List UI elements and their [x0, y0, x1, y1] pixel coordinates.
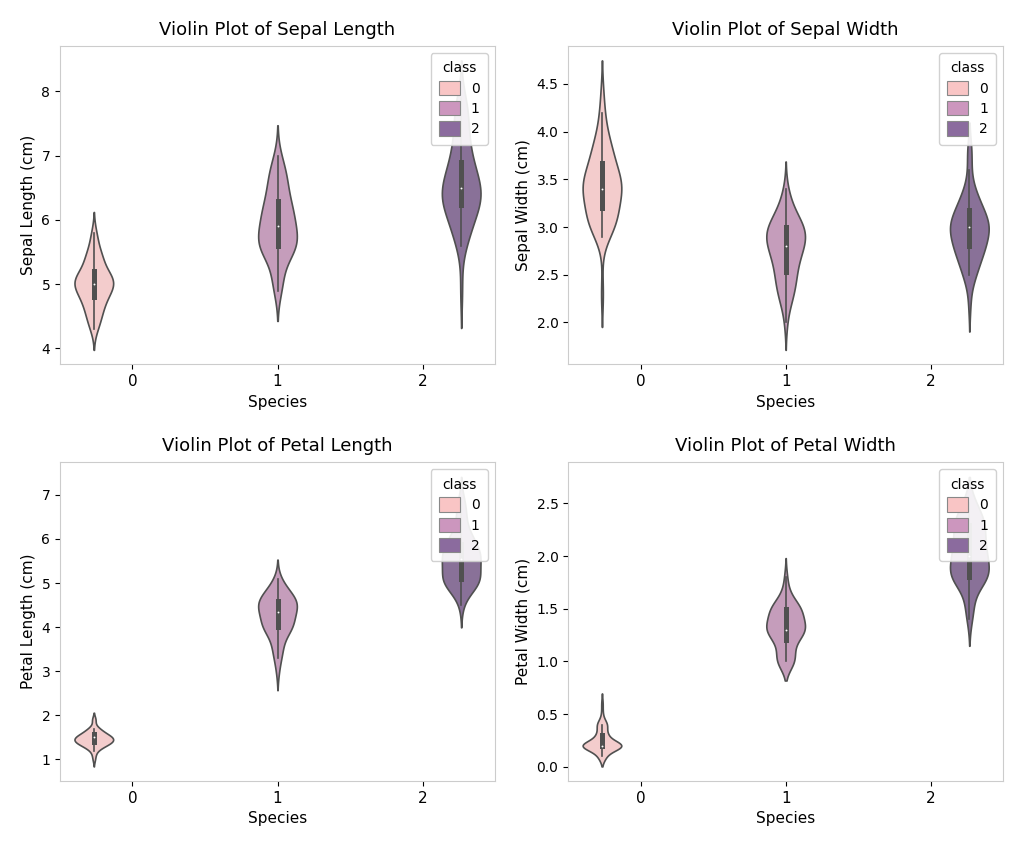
Point	[453, 181, 469, 195]
Title: Violin Plot of Sepal Width: Violin Plot of Sepal Width	[673, 21, 899, 39]
Y-axis label: Sepal Length (cm): Sepal Length (cm)	[20, 135, 36, 275]
Y-axis label: Sepal Width (cm): Sepal Width (cm)	[516, 139, 531, 271]
Legend: 0, 1, 2: 0, 1, 2	[430, 53, 488, 145]
Point	[962, 550, 978, 563]
Point	[269, 219, 286, 233]
X-axis label: Species: Species	[248, 811, 307, 826]
Point	[594, 739, 610, 752]
Legend: 0, 1, 2: 0, 1, 2	[430, 469, 488, 562]
Title: Violin Plot of Petal Length: Violin Plot of Petal Length	[162, 437, 393, 456]
Y-axis label: Petal Width (cm): Petal Width (cm)	[516, 558, 530, 685]
Legend: 0, 1, 2: 0, 1, 2	[939, 469, 996, 562]
Title: Violin Plot of Sepal Length: Violin Plot of Sepal Length	[160, 21, 395, 39]
Point	[594, 182, 610, 196]
X-axis label: Species: Species	[248, 395, 307, 410]
X-axis label: Species: Species	[756, 811, 815, 826]
X-axis label: Species: Species	[756, 395, 815, 410]
Point	[777, 240, 794, 253]
Legend: 0, 1, 2: 0, 1, 2	[939, 53, 996, 145]
Point	[86, 731, 102, 745]
Point	[962, 220, 978, 234]
Point	[453, 552, 469, 566]
Y-axis label: Petal Length (cm): Petal Length (cm)	[20, 554, 36, 689]
Point	[269, 605, 286, 618]
Title: Violin Plot of Petal Width: Violin Plot of Petal Width	[675, 437, 896, 456]
Point	[86, 277, 102, 291]
Point	[777, 623, 794, 637]
